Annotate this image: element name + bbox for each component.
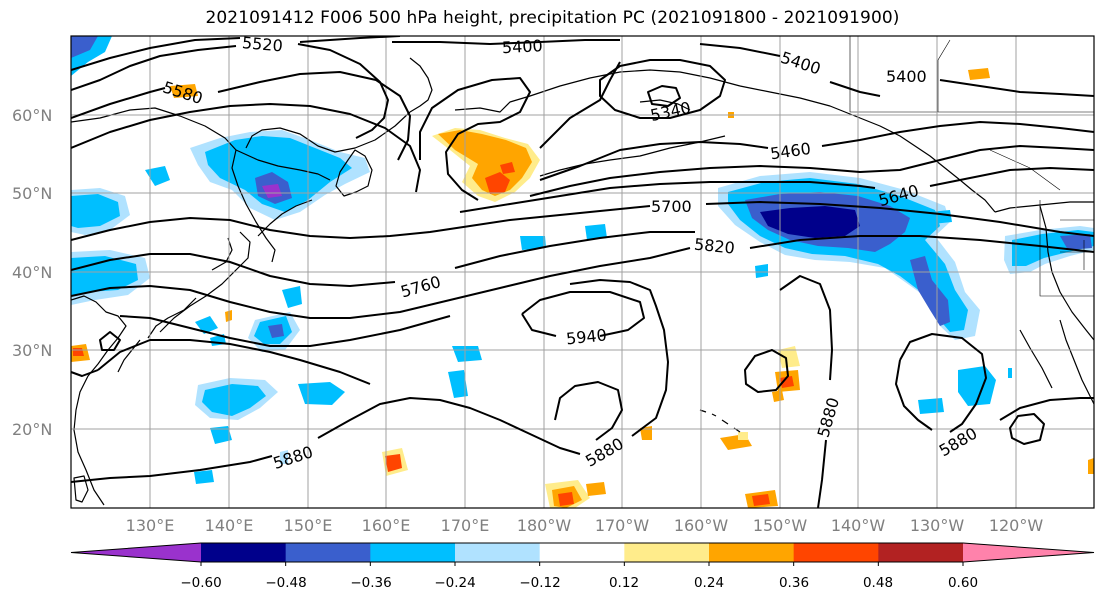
lon-label: 150°W xyxy=(753,516,808,535)
lon-label: 180°W xyxy=(517,516,572,535)
lon-label: 130°W xyxy=(910,516,965,535)
colorbar-segment xyxy=(963,543,1094,562)
lon-label: 120°W xyxy=(989,516,1044,535)
lat-label-50n: 50°N xyxy=(12,184,52,203)
colorbar-segment xyxy=(624,543,710,562)
height-contours xyxy=(71,36,1094,508)
colorbar-tick-label: −0.24 xyxy=(434,575,475,591)
colorbar-tick-label: −0.12 xyxy=(519,575,560,591)
contour-label: 5700 xyxy=(651,197,692,216)
colorbar-segment xyxy=(370,543,456,562)
colorbar-segment xyxy=(878,543,964,562)
colorbar-ticks: −0.60 −0.48 −0.36 −0.24 −0.12 0.12 0.24 … xyxy=(180,575,978,591)
colorbar-segment xyxy=(793,543,879,562)
colorbar-tick-label: −0.48 xyxy=(265,575,306,591)
lon-label: 130°E xyxy=(126,516,175,535)
colorbar-tick-label: −0.36 xyxy=(350,575,391,591)
contour-label: 5400 xyxy=(502,36,544,57)
plot-title: 2021091412 F006 500 hPa height, precipit… xyxy=(205,8,900,28)
colorbar-segment xyxy=(709,543,795,562)
lon-label: 140°W xyxy=(831,516,886,535)
lon-label: 140°E xyxy=(205,516,254,535)
colorbar-segment xyxy=(539,543,625,562)
colorbar-tick-label: 0.24 xyxy=(694,575,724,591)
contour-label: 5820 xyxy=(693,235,735,258)
lon-label: 160°E xyxy=(362,516,411,535)
longitude-labels: 130°E 140°E 150°E 160°E 170°E 180°W 170°… xyxy=(126,516,1044,535)
map-frame xyxy=(70,35,1095,509)
colorbar xyxy=(70,542,1095,566)
colorbar-segment xyxy=(201,543,287,562)
lat-label-60n: 60°N xyxy=(12,106,52,125)
colorbar-segment xyxy=(71,543,201,562)
lat-label-40n: 40°N xyxy=(12,263,52,282)
lat-label-30n: 30°N xyxy=(12,341,52,360)
lon-label: 170°E xyxy=(441,516,490,535)
coastlines xyxy=(71,57,1094,506)
colorbar-tick-label: −0.60 xyxy=(180,575,221,591)
colorbar-tick-label: 0.60 xyxy=(948,575,978,591)
colorbar-tick-label: 0.12 xyxy=(609,575,639,591)
colorbar-segment xyxy=(285,543,371,562)
colorbar-segment xyxy=(455,543,541,562)
contour-label: 5940 xyxy=(565,325,607,348)
lon-label: 170°W xyxy=(595,516,650,535)
lon-label: 150°E xyxy=(284,516,333,535)
graticule xyxy=(71,36,1094,508)
lon-label: 160°W xyxy=(674,516,729,535)
colorbar-tick-label: 0.48 xyxy=(863,575,893,591)
colorbar-tick-label: 0.36 xyxy=(779,575,809,591)
contour-label: 5400 xyxy=(886,67,927,86)
latitude-labels: 60°N 50°N 40°N 30°N 20°N xyxy=(12,106,52,439)
lat-label-20n: 20°N xyxy=(12,420,52,439)
contour-label: 5520 xyxy=(241,33,283,55)
